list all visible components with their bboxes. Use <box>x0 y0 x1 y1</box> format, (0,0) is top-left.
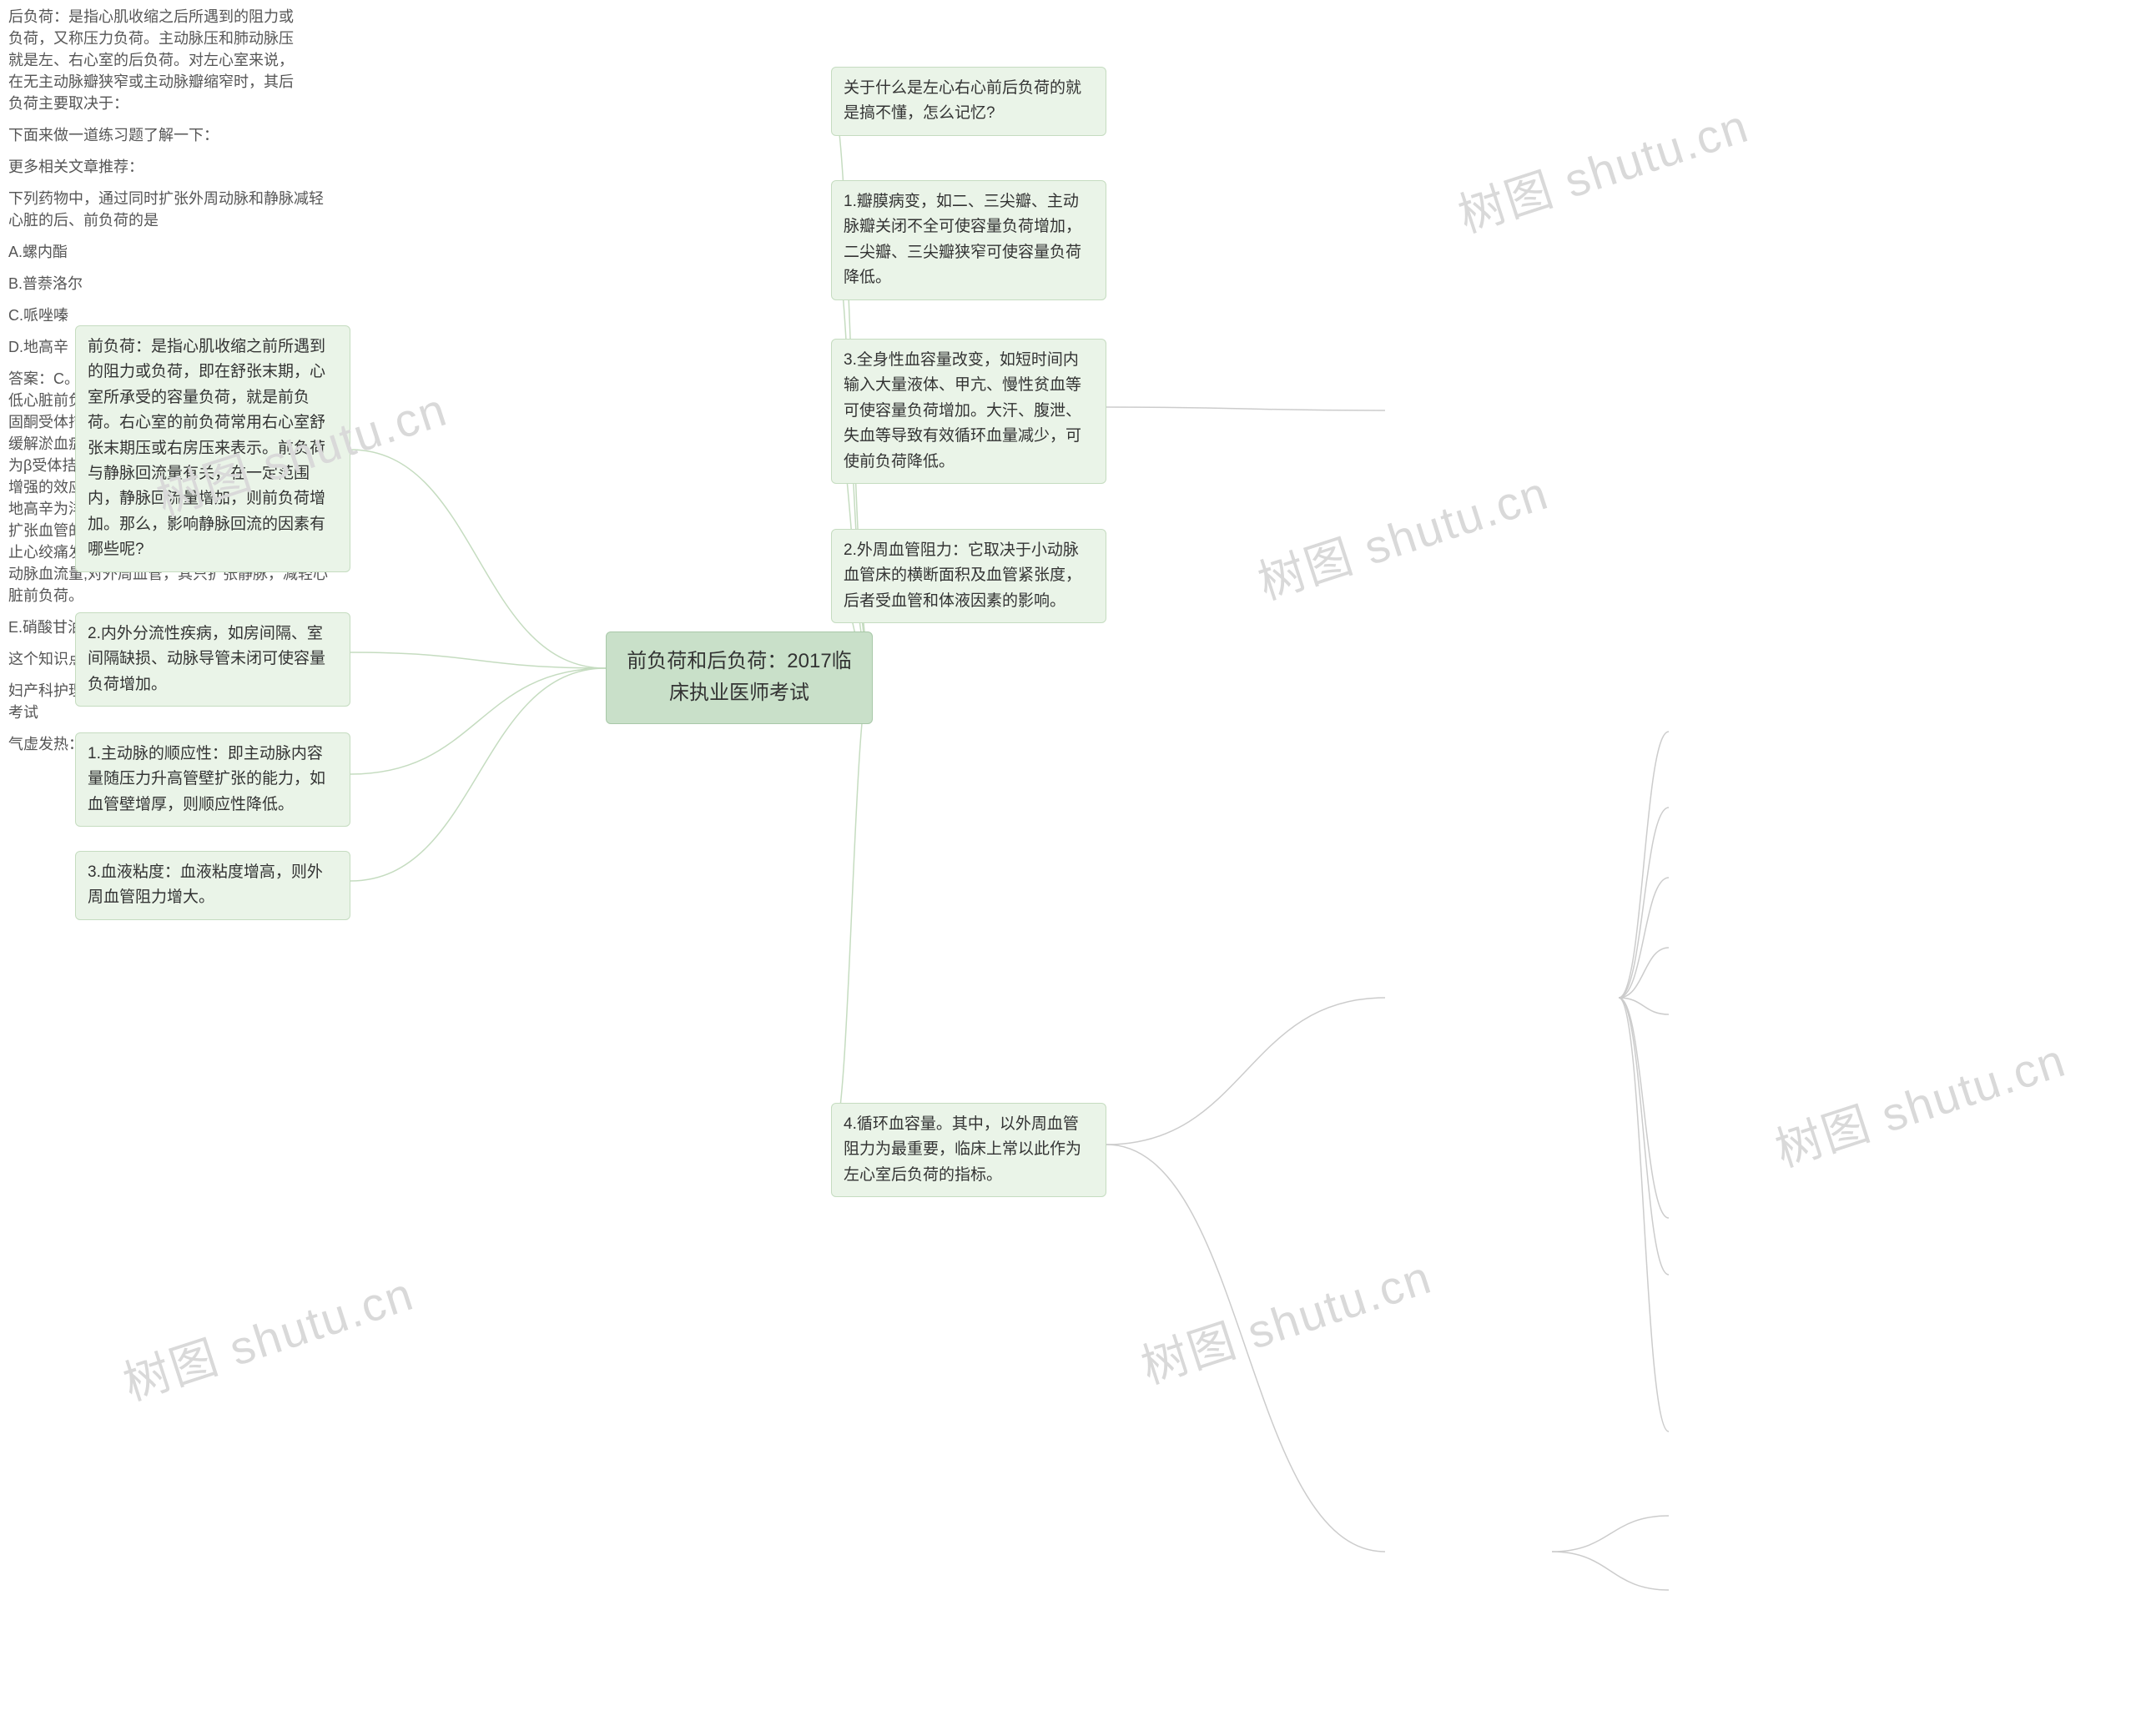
practice-question-intro: 下面来做一道练习题了解一下： <box>0 118 234 150</box>
right-node-circulating-volume: 4.循环血容量。其中，以外周血管阻力为最重要，临床上常以此作为左心室后负荷的指标… <box>831 1103 1106 1197</box>
left-node-shunt: 2.内外分流性疾病，如房间隔、室间隔缺损、动脉导管未闭可使容量负荷增加。 <box>75 612 350 707</box>
question-stem: 下列药物中，通过同时扩张外周动脉和静脉减轻心脏的后、前负荷的是 <box>0 182 334 235</box>
watermark: 树图 shutu.cn <box>1248 455 1556 613</box>
left-node-preload-def: 前负荷：是指心肌收缩之前所遇到的阻力或负荷，即在舒张末期，心室所承受的容量负荷，… <box>75 325 350 572</box>
root-label: 前负荷和后负荷：2017临床执业医师考试 <box>627 650 851 704</box>
afterload-def: 后负荷：是指心肌收缩之后所遇到的阻力或负荷，又称压力负荷。主动脉压和肺动脉压就是… <box>0 0 309 118</box>
node-text: 3.血液粘度：血液粘度增高，则外周血管阻力增大。 <box>88 863 323 906</box>
node-text: 下列药物中，通过同时扩张外周动脉和静脉减轻心脏的后、前负荷的是 <box>8 190 324 229</box>
node-text: 前负荷：是指心肌收缩之前所遇到的阻力或负荷，即在舒张末期，心室所承受的容量负荷，… <box>88 338 325 558</box>
right-node-question: 关于什么是左心右心前后负荷的就是搞不懂，怎么记忆? <box>831 67 1106 136</box>
left-node-viscosity: 3.血液粘度：血液粘度增高，则外周血管阻力增大。 <box>75 851 350 920</box>
watermark: 树图 shutu.cn <box>1766 1023 2073 1180</box>
node-text: 关于什么是左心右心前后负荷的就是搞不懂，怎么记忆? <box>844 79 1081 122</box>
node-text: 2.内外分流性疾病，如房间隔、室间隔缺损、动脉导管未闭可使容量负荷增加。 <box>88 625 325 693</box>
watermark: 树图 shutu.cn <box>1448 88 1756 246</box>
node-text: E.硝酸甘油 <box>8 619 83 636</box>
left-node-aorta-compliance: 1.主动脉的顺应性：即主动脉内容量随压力升高管壁扩张的能力，如血管壁增厚，则顺应… <box>75 732 350 827</box>
node-text: B.普萘洛尔 <box>8 275 83 292</box>
right-node-blood-volume: 3.全身性血容量改变，如短时间内输入大量液体、甲亢、慢性贫血等可使容量负荷增加。… <box>831 339 1106 484</box>
node-text: 4.循环血容量。其中，以外周血管阻力为最重要，临床上常以此作为左心室后负荷的指标… <box>844 1115 1081 1184</box>
option-a: A.螺内酯 <box>0 235 100 267</box>
node-text: D.地高辛 <box>8 339 68 355</box>
node-text: 更多相关文章推荐： <box>8 159 144 175</box>
node-text: 下面来做一道练习题了解一下： <box>8 127 219 143</box>
node-text: 3.全身性血容量改变，如短时间内输入大量液体、甲亢、慢性贫血等可使容量负荷增加。… <box>844 351 1081 470</box>
related-articles: 更多相关文章推荐： <box>0 150 167 182</box>
option-b: B.普萘洛尔 <box>0 267 117 299</box>
node-text: 1.瓣膜病变，如二、三尖瓣、主动脉瓣关闭不全可使容量负荷增加，二尖瓣、三尖瓣狭窄… <box>844 193 1081 286</box>
node-text: C.哌唑嗪 <box>8 307 68 324</box>
node-text: A.螺内酯 <box>8 244 68 260</box>
watermark: 树图 shutu.cn <box>113 1256 421 1414</box>
watermark: 树图 shutu.cn <box>1131 1240 1439 1397</box>
root-node: 前负荷和后负荷：2017临床执业医师考试 <box>606 632 873 724</box>
right-node-valve: 1.瓣膜病变，如二、三尖瓣、主动脉瓣关闭不全可使容量负荷增加，二尖瓣、三尖瓣狭窄… <box>831 180 1106 300</box>
node-text: 2.外周血管阻力：它取决于小动脉血管床的横断面积及血管紧张度，后者受血管和体液因… <box>844 541 1081 610</box>
node-text: 后负荷：是指心肌收缩之后所遇到的阻力或负荷，又称压力负荷。主动脉压和肺动脉压就是… <box>8 8 294 112</box>
node-text: 1.主动脉的顺应性：即主动脉内容量随压力升高管壁扩张的能力，如血管壁增厚，则顺应… <box>88 745 325 813</box>
right-node-peripheral-resistance: 2.外周血管阻力：它取决于小动脉血管床的横断面积及血管紧张度，后者受血管和体液因… <box>831 529 1106 623</box>
